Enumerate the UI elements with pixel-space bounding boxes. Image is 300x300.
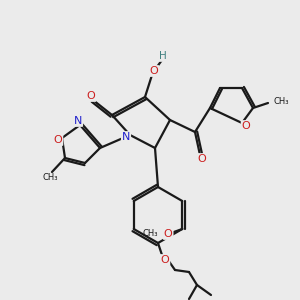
- Text: N: N: [122, 132, 130, 142]
- Text: N: N: [74, 116, 82, 126]
- Text: H: H: [159, 51, 167, 61]
- Text: O: O: [150, 66, 158, 76]
- Text: O: O: [164, 229, 172, 239]
- Text: O: O: [242, 121, 250, 131]
- Text: O: O: [160, 255, 169, 265]
- Text: O: O: [54, 135, 62, 145]
- Text: CH₃: CH₃: [274, 98, 290, 106]
- Text: O: O: [87, 91, 95, 101]
- Text: CH₃: CH₃: [143, 230, 158, 238]
- Text: CH₃: CH₃: [42, 173, 58, 182]
- Text: O: O: [198, 154, 206, 164]
